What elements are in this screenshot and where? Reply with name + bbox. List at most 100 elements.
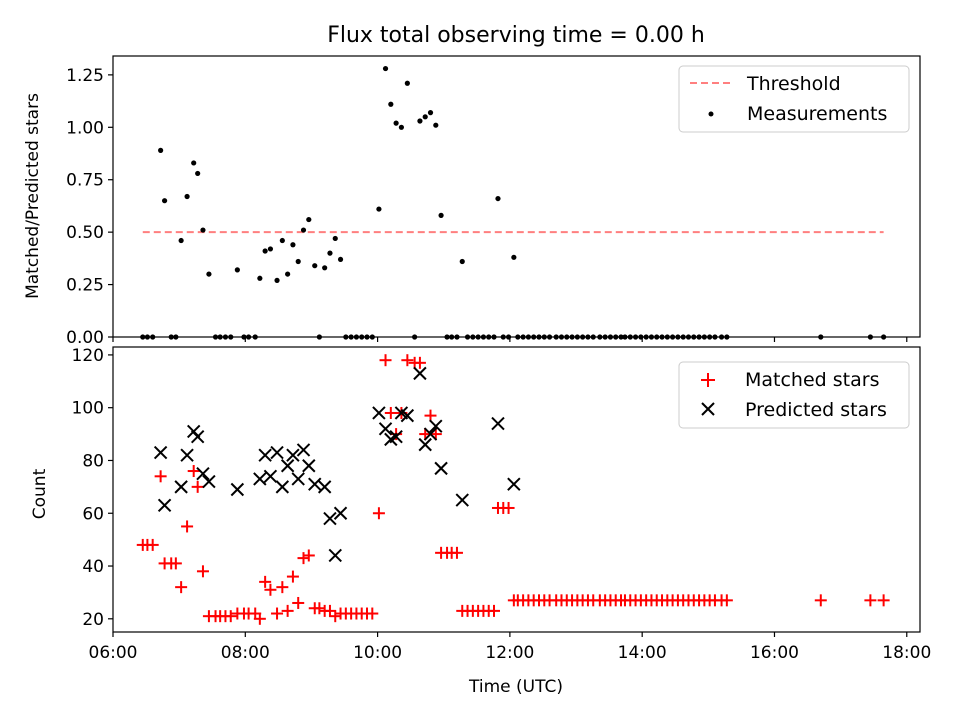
bottom-x-tick-label: 06:00 (89, 643, 138, 663)
matched-star-point (281, 604, 294, 617)
predicted-star-point (157, 498, 172, 513)
measurement-point (459, 258, 465, 265)
measurement-point (290, 242, 296, 248)
measurement-point (300, 227, 307, 233)
measurement-point (178, 237, 184, 244)
matched-star-point (502, 501, 515, 514)
predicted-star-point (418, 437, 432, 452)
matched-star-point (191, 480, 204, 493)
matched-star-point (366, 607, 379, 620)
predicted-legend-label: Predicted stars (745, 399, 887, 421)
matched-star-point (196, 565, 209, 578)
measurement-point (279, 237, 285, 244)
matched-star-point (450, 546, 463, 559)
measurements-legend-label: Measurements (747, 103, 887, 125)
predicted-star-point (491, 416, 505, 431)
matched-star-point (720, 594, 733, 607)
predicted-star-point (190, 430, 205, 444)
measurement-point (184, 193, 190, 200)
predicted-star-point (296, 443, 311, 457)
top-y-tick-label: 1.00 (66, 118, 104, 138)
bottom-x-tick-label: 08:00 (221, 643, 270, 663)
matched-star-point (329, 610, 342, 623)
predicted-star-point (174, 480, 188, 494)
predicted-star-point (302, 459, 316, 473)
predicted-star-point (400, 408, 415, 423)
matched-star-point (814, 594, 827, 607)
predicted-star-point (270, 445, 284, 460)
matched-star-point (154, 470, 167, 483)
top-panel: 0.00 0.25 0.50 0.75 1.00 1.25 Matched/Predict… (23, 55, 921, 348)
measurement-point (388, 101, 394, 107)
matched-star-point (187, 465, 200, 478)
predicted-star-point (323, 511, 337, 526)
predicted-star-point (275, 480, 290, 494)
measurement-point (262, 248, 268, 254)
matched-star-point (175, 581, 188, 594)
measurement-point (322, 265, 328, 271)
measurement-point (495, 195, 501, 202)
matched-star-point (313, 602, 326, 615)
top-legend: Threshold Measurements (678, 65, 910, 133)
predicted-legend-marker (701, 402, 715, 416)
top-y-axis-label: Matched/Predicted stars (23, 93, 43, 299)
measurement-point (295, 258, 301, 265)
top-y-tick-label: 0.75 (66, 171, 104, 191)
bottom-marks (136, 354, 890, 625)
bottom-panel: 20 40 60 80 100 120 06:00 08:00 10:00 12:00 14:00… (30, 346, 931, 697)
matched-star-point (271, 607, 284, 620)
predicted-star-point (389, 430, 403, 444)
measurement-point (285, 271, 291, 277)
top-legend-box (678, 65, 910, 133)
predicted-star-point (263, 469, 278, 484)
bottom-x-tick-label: 10:00 (353, 643, 402, 663)
measurement-point (422, 114, 428, 120)
measurement-point (234, 267, 240, 273)
matched-star-point (372, 507, 385, 520)
measurement-point (332, 235, 338, 242)
top-y-ticks: 0.00 0.25 0.50 0.75 1.00 1.25 (66, 66, 113, 348)
top-axes-frame (112, 55, 921, 338)
measurement-point (327, 250, 333, 256)
bottom-y-tick-label: 60 (82, 504, 104, 524)
matched-star-point (401, 354, 414, 367)
predicted-star-point (202, 474, 216, 489)
top-y-tick-label: 0.25 (66, 276, 104, 296)
predicted-star-point (507, 477, 521, 491)
bottom-y-tick-label: 100 (72, 399, 104, 419)
measurement-point (438, 212, 444, 218)
measurement-point (267, 246, 274, 252)
bottom-y-ticks: 20 40 60 80 100 120 (72, 346, 113, 630)
measurement-point (161, 198, 168, 204)
predicted-star-point (286, 448, 300, 462)
bottom-axes-frame (112, 346, 921, 633)
measurement-point (257, 275, 263, 281)
measurement-point (376, 206, 382, 212)
bottom-y-tick-label: 120 (72, 346, 104, 366)
predicted-star-point (372, 406, 386, 420)
predicted-star-point (413, 366, 427, 381)
matched-star-point (488, 604, 501, 617)
predicted-star-point (328, 548, 342, 563)
predicted-star-point (378, 422, 393, 436)
predicted-star-point (333, 506, 348, 520)
matched-star-point (323, 604, 336, 617)
matched-star-point (264, 583, 277, 596)
predicted-star-point (253, 472, 267, 486)
bottom-legend-box (678, 361, 910, 429)
bottom-y-tick-label: 20 (82, 610, 104, 630)
predicted-star-point (434, 461, 448, 476)
predicted-star-point (291, 472, 305, 486)
matched-star-point (877, 594, 890, 607)
predicted-star-point (180, 448, 194, 462)
measurement-point (511, 254, 517, 260)
bottom-y-tick-label: 40 (82, 557, 104, 577)
bottom-x-tick-label: 12:00 (485, 643, 534, 663)
bottom-y-tick-label: 80 (82, 451, 104, 471)
measurement-point (433, 122, 439, 128)
measurement-point (393, 120, 399, 126)
predicted-star-point (230, 482, 245, 497)
chart-title: Flux total observing time = 0.00 h (327, 23, 705, 48)
measurement-point (312, 263, 318, 269)
